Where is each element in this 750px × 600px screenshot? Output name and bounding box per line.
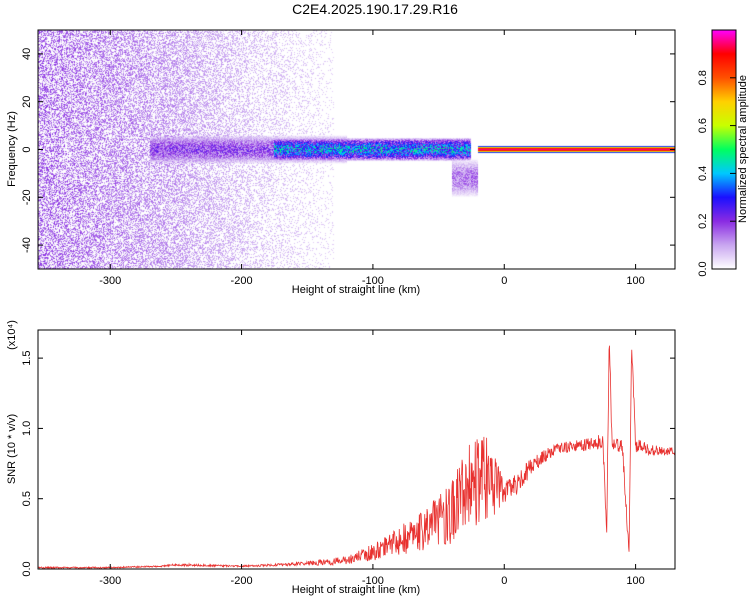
x-tick-label: -200 [231, 575, 253, 587]
snr-plot-area [37, 345, 676, 570]
x-tick-label: 100 [626, 275, 644, 287]
colorbar-tick-label: 0.2 [697, 214, 709, 229]
colorbar-label: Normalized spectral amplitude [737, 75, 749, 223]
snr-frame [37, 329, 676, 570]
snr-x-label: Height of straight line (km) [292, 584, 420, 596]
y-tick-label: 20 [21, 96, 33, 108]
y-tick-label: 1.5 [21, 350, 33, 365]
y-tick-label: 1.0 [21, 421, 33, 436]
x-tick-label: -100 [362, 275, 384, 287]
x-tick-label: 0 [501, 575, 507, 587]
x-tick-label: -300 [99, 275, 121, 287]
y-tick-label: -20 [21, 189, 33, 205]
y-tick-label: 0.0 [21, 561, 33, 576]
spectrogram-heatmap [38, 30, 675, 269]
snr-y-label: SNR (10 * v/v) [6, 414, 18, 484]
y-tick-label: -40 [21, 237, 33, 253]
colorbar-tick-label: 0.0 [697, 261, 709, 276]
snr-y-ticks: 0.0 0.5 1.0 1.5 [21, 350, 675, 577]
y-tick-label: 40 [21, 48, 33, 60]
spectrogram-x-ticks: -300 -200 -100 0 100 [99, 30, 645, 287]
colorbar: 0.0 0.2 0.4 0.6 0.8 Normalized spectral ampl… [697, 29, 749, 277]
snr-series-line [37, 345, 676, 570]
snr-x-ticks: -300 -200 -100 0 100 [99, 330, 645, 587]
x-tick-label: 0 [501, 275, 507, 287]
colorbar-tick-label: 0.4 [697, 166, 709, 181]
colorbar-tick-label: 0.8 [697, 70, 709, 85]
y-tick-label: 0 [21, 146, 33, 152]
x-tick-label: 100 [626, 575, 644, 587]
snr-y-multiplier: (x10⁴) [6, 320, 18, 350]
y-tick-label: 0.5 [21, 491, 33, 506]
spectrogram-x-label: Height of straight line (km) [292, 284, 420, 296]
spectrogram-y-ticks: -40 -20 0 20 40 [21, 48, 675, 253]
x-tick-label: -300 [99, 575, 121, 587]
x-tick-label: -200 [231, 275, 253, 287]
colorbar-tick-label: 0.6 [697, 118, 709, 133]
snr-panel: -300 -200 -100 0 100 0.0 0.5 1.0 1.5 Height of … [6, 320, 676, 596]
colorbar-scale [711, 29, 737, 270]
figure-title: C2E4.2025.190.17.29.R16 [292, 1, 458, 17]
spectrogram-y-label: Frequency (Hz) [6, 111, 18, 187]
x-tick-label: -100 [362, 575, 384, 587]
colorbar-ticks: 0.0 0.2 0.4 0.6 0.8 [697, 70, 736, 277]
